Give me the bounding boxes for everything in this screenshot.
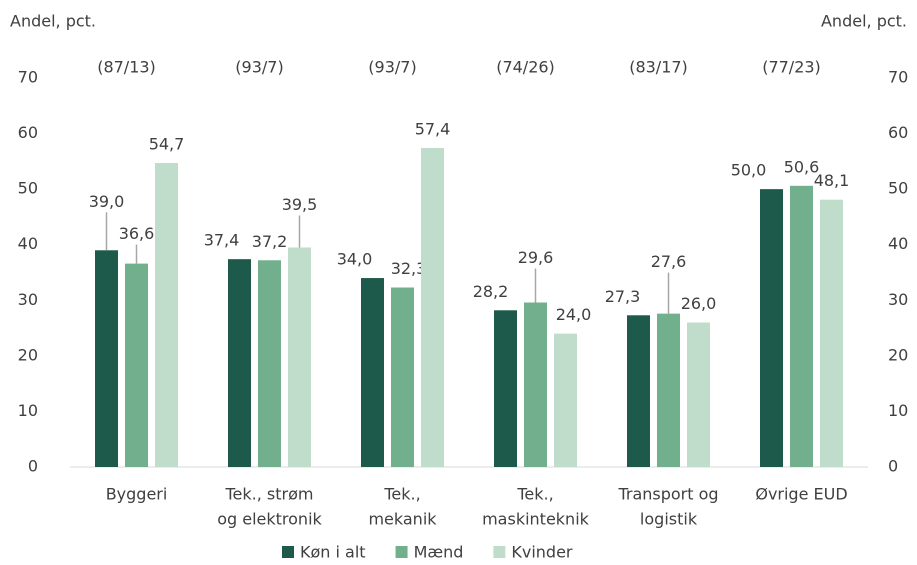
y-axis-label: Andel, pct.	[10, 12, 96, 31]
y2-tick-label: 0	[888, 457, 898, 476]
data-label: 39,0	[89, 192, 125, 211]
bar	[155, 163, 178, 467]
bar	[288, 247, 311, 467]
annotation: (74/26)	[496, 58, 555, 77]
y-tick-label: 10	[18, 401, 38, 420]
bar	[790, 185, 813, 467]
data-label: 26,0	[681, 294, 717, 313]
bar	[657, 313, 680, 467]
data-label: 48,1	[814, 171, 850, 190]
legend-swatch	[493, 546, 506, 558]
y-tick-label: 70	[18, 68, 38, 87]
bar	[524, 302, 547, 467]
x-tick-label: Transport og	[617, 485, 718, 504]
data-label: 29,6	[518, 248, 554, 267]
data-label: 37,2	[252, 232, 288, 251]
y-tick-label: 50	[18, 179, 38, 198]
data-label: 54,7	[149, 135, 185, 154]
legend-label: Køn i alt	[300, 543, 366, 562]
x-tick-label: Øvrige EUD	[755, 485, 847, 504]
y2-axis-label: Andel, pct.	[821, 12, 907, 31]
legend-swatch	[395, 546, 408, 558]
y-tick-label: 20	[18, 345, 38, 364]
x-tick-label: maskinteknik	[482, 510, 590, 529]
bar	[361, 278, 384, 467]
x-tick-label: og elektronik	[217, 510, 322, 529]
y2-tick-label: 30	[888, 290, 908, 309]
data-label: 24,0	[556, 305, 592, 324]
data-label: 34,0	[337, 250, 373, 269]
legend-swatch	[282, 546, 294, 558]
annotation: (93/7)	[368, 58, 416, 77]
y-tick-label: 40	[18, 234, 38, 253]
bar	[554, 333, 577, 467]
data-label: 27,3	[605, 287, 641, 306]
bar	[627, 315, 650, 467]
y-tick-label: 0	[28, 457, 38, 476]
data-label: 32,3	[391, 259, 427, 278]
bar	[760, 189, 783, 467]
bar	[95, 250, 118, 467]
bar	[228, 259, 251, 467]
x-tick-label: Tek.,	[383, 485, 420, 504]
data-label: 50,0	[731, 161, 767, 180]
y-tick-label: 60	[18, 123, 38, 142]
legend-label: Mænd	[414, 543, 464, 562]
data-label: 39,5	[282, 195, 318, 214]
annotation: (93/7)	[235, 58, 283, 77]
y2-tick-label: 60	[888, 123, 908, 142]
bar	[391, 287, 414, 467]
bar	[687, 322, 710, 467]
data-label: 27,6	[651, 252, 687, 271]
x-tick-label: Tek.,	[516, 485, 553, 504]
y2-tick-label: 20	[888, 345, 908, 364]
annotation: (87/13)	[97, 58, 156, 77]
y2-tick-label: 70	[888, 68, 908, 87]
annotation: (77/23)	[762, 58, 821, 77]
bar	[258, 260, 281, 467]
data-label: 36,6	[119, 224, 155, 243]
x-tick-label: Byggeri	[106, 485, 168, 504]
y2-tick-label: 10	[888, 401, 908, 420]
x-tick-label: mekanik	[368, 510, 437, 529]
y2-tick-label: 50	[888, 179, 908, 198]
annotation: (83/17)	[629, 58, 688, 77]
y2-tick-label: 40	[888, 234, 908, 253]
data-label: 28,2	[473, 282, 509, 301]
bar	[125, 263, 148, 467]
data-label: 57,4	[415, 120, 451, 139]
bar	[820, 199, 843, 468]
data-label: 50,6	[784, 157, 820, 176]
x-tick-label: Tek., strøm	[225, 485, 314, 504]
bar	[421, 148, 444, 467]
x-tick-label: logistik	[640, 510, 698, 529]
legend-label: Kvinder	[511, 543, 573, 562]
y-tick-label: 30	[18, 290, 38, 309]
data-label: 37,4	[204, 231, 240, 250]
bar	[494, 310, 517, 467]
